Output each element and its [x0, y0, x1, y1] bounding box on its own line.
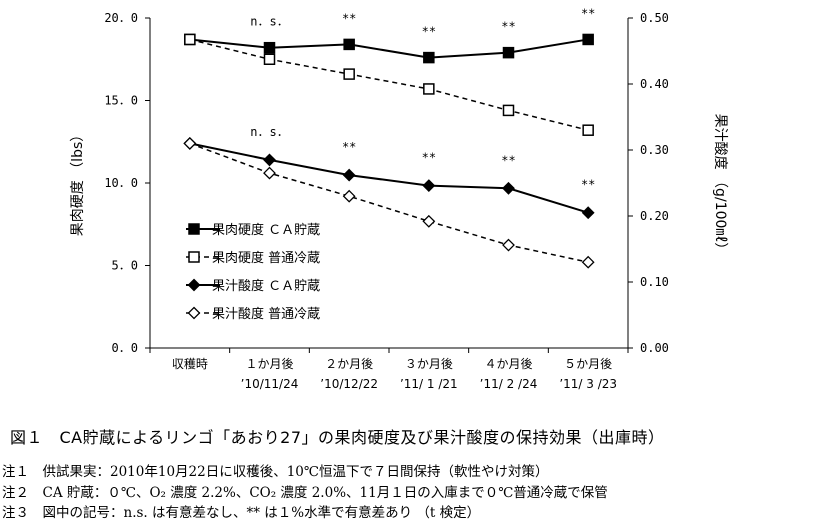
significance-label: **	[342, 140, 356, 154]
data-point-square	[188, 223, 200, 235]
y-right-tick-label: 0.10	[640, 275, 669, 289]
significance-labels: n．s． ** ** ** ** n．s． ** ** ** **	[250, 6, 595, 191]
significance-label: **	[581, 178, 595, 192]
series-lines	[189, 38, 589, 263]
axis-ticks: 0．0 5．0 10．0 15．0 20．0 0.00 0.10 0.20 0.30 0.40 0.…	[104, 11, 669, 355]
y-left-tick-label: 5．0	[112, 259, 138, 273]
significance-label: **	[422, 25, 436, 39]
series-line	[189, 142, 589, 214]
x-category-label: １か月後	[245, 357, 293, 371]
significance-label: **	[342, 11, 356, 25]
data-point-diamond	[581, 206, 595, 220]
y-left-tick-label: 20．0	[104, 11, 138, 25]
x-category-label: ５か月後	[564, 357, 612, 371]
y-axis-right-label: 果汁酸度 （g/100㎖）	[712, 114, 728, 257]
x-category-label: ３か月後	[405, 357, 453, 371]
y-axis-left-label: 果肉硬度 （lbs）	[70, 128, 86, 237]
data-point-diamond	[183, 136, 197, 150]
data-point-square	[343, 38, 355, 51]
x-category-label: ４か月後	[484, 357, 532, 371]
significance-label: n．s．	[250, 125, 288, 139]
legend-label: 果汁酸度 ＣＡ貯蔵	[212, 278, 320, 294]
y-right-tick-label: 0.50	[640, 11, 669, 25]
figure-caption: 図１ CA貯蔵によるリンゴ「あおり27」の果肉硬度及び果汁酸度の保持効果（出庫時…	[10, 428, 665, 447]
data-point-diamond	[342, 168, 356, 182]
data-point-square	[188, 251, 200, 263]
data-point-diamond	[422, 214, 436, 228]
legend-label: 果肉硬度 ＣＡ貯蔵	[212, 222, 320, 238]
x-category-date: ’10/11/24	[241, 377, 299, 391]
data-point-diamond	[187, 278, 201, 292]
legend-label: 果汁酸度 普通冷蔵	[212, 306, 320, 322]
data-point-square	[263, 53, 276, 65]
data-point-diamond	[502, 181, 515, 195]
y-left-tick-label: 10．0	[104, 176, 138, 190]
category-labels: 収穫時 １か月後 ’10/11/24 ２か月後 ’10/12/22 ３か月後 ’11/ 1 …	[172, 357, 617, 391]
note-3: 注３ 図中の記号：n.s. は有意差なし、** は１%水準で有意差あり （t 検…	[2, 505, 481, 521]
y-right-tick-label: 0.00	[640, 341, 669, 355]
data-point-square	[184, 33, 196, 46]
significance-label: n．s．	[250, 15, 288, 29]
significance-label: **	[501, 153, 515, 167]
series-line	[189, 38, 589, 131]
data-point-diamond	[422, 179, 436, 193]
note-2: 注２ CA 貯蔵：０℃、O₂ 濃度 2.2%、CO₂ 濃度 2.0%、11月１日…	[2, 485, 608, 501]
x-category-date: ’11/ 1 /21	[400, 377, 458, 391]
data-point-square	[423, 51, 435, 64]
data-point-square	[423, 83, 435, 95]
y-left-tick-label: 0．0	[112, 341, 138, 355]
x-category-label: 収穫時	[172, 357, 208, 371]
y-left-tick-label: 15．0	[104, 94, 138, 108]
data-point-diamond	[187, 306, 201, 320]
x-category-date: ’10/12/22	[320, 377, 378, 391]
x-category-date: ’11/ 2 /24	[480, 377, 538, 391]
significance-label: **	[581, 6, 595, 20]
data-point-square	[582, 124, 594, 136]
data-point-diamond	[502, 238, 515, 252]
y-right-tick-label: 0.20	[640, 209, 669, 223]
chart: 0．0 5．0 10．0 15．0 20．0 0.00 0.10 0.20 0.30 0.40 0.…	[70, 6, 728, 391]
series-line	[189, 38, 589, 59]
significance-label: **	[501, 20, 515, 34]
chart-axes	[149, 18, 629, 349]
legend-label: 果肉硬度 普通冷蔵	[212, 250, 320, 266]
significance-label: **	[422, 151, 436, 165]
data-point-diamond	[263, 166, 276, 180]
y-right-tick-label: 0.40	[640, 77, 669, 91]
data-point-square	[502, 46, 515, 59]
data-point-square	[343, 68, 355, 80]
data-point-diamond	[581, 255, 595, 269]
series-markers	[183, 33, 595, 269]
note-1: 注１ 供試果実：2010年10月22日に収穫後、10℃恒温下で７日間保持（軟性や…	[2, 464, 549, 480]
x-category-date: ’11/ 3 /23	[559, 377, 617, 391]
y-right-tick-label: 0.30	[640, 143, 669, 157]
data-point-square	[502, 104, 515, 117]
data-point-square	[263, 41, 276, 54]
data-point-square	[582, 33, 594, 46]
x-category-label: ２か月後	[325, 357, 373, 371]
data-point-diamond	[263, 153, 276, 167]
series-line	[189, 142, 589, 263]
data-point-diamond	[342, 189, 356, 203]
